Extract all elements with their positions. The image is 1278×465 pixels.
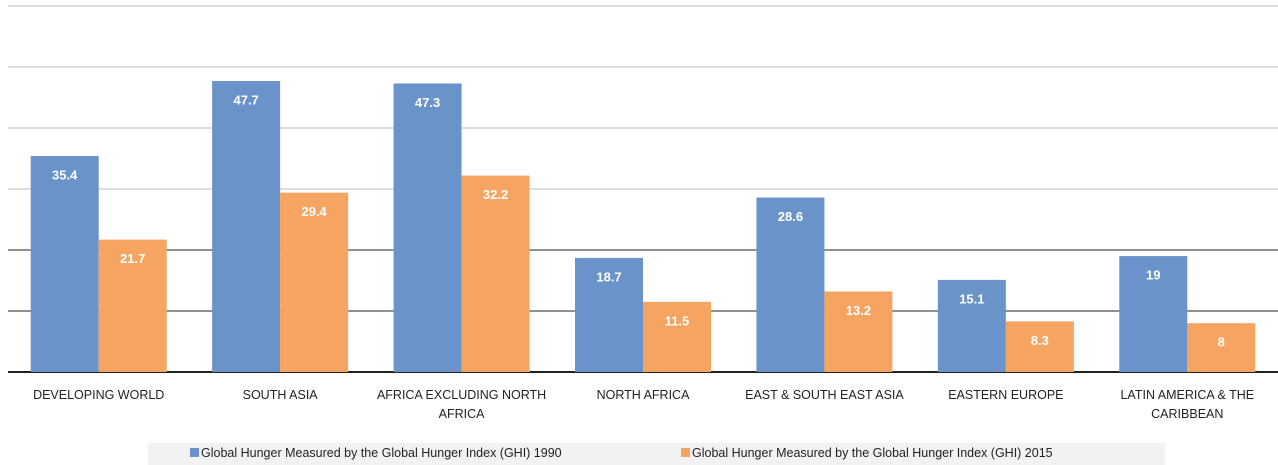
- legend-item: Global Hunger Measured by the Global Hun…: [681, 446, 1053, 460]
- bar: [30, 156, 99, 372]
- bar: [212, 81, 281, 372]
- x-tick-label: SOUTH ASIA: [242, 388, 318, 402]
- bar: [643, 301, 711, 372]
- bar: [280, 192, 349, 372]
- bar: [575, 257, 643, 372]
- legend: Global Hunger Measured by the Global Hun…: [148, 443, 1165, 465]
- value-label: 47.7: [233, 92, 258, 107]
- value-label: 8.3: [1031, 333, 1049, 348]
- legend-item: Global Hunger Measured by the Global Hun…: [190, 446, 562, 460]
- value-label: 11.5: [665, 313, 690, 328]
- bar: [756, 197, 825, 372]
- value-label: 28.6: [778, 209, 803, 224]
- legend-swatch: [190, 448, 199, 457]
- x-tick-label: EAST & SOUTH EAST ASIA: [745, 388, 904, 402]
- x-tick-label: LATIN AMERICA & THE CARIBBEAN: [1120, 388, 1255, 421]
- bar: [824, 291, 893, 372]
- bar: [937, 279, 1006, 372]
- value-label: 18.7: [596, 269, 621, 284]
- x-tick-label: DEVELOPING WORLD: [33, 388, 165, 402]
- bar: [393, 83, 462, 372]
- value-label: 21.7: [120, 251, 145, 266]
- value-label: 15.1: [959, 291, 984, 306]
- bar: [1119, 256, 1188, 372]
- value-label: 8: [1218, 335, 1225, 350]
- x-tick-label: NORTH AFRICA: [596, 388, 690, 402]
- bar: [461, 175, 530, 372]
- legend-label: Global Hunger Measured by the Global Hun…: [692, 446, 1053, 460]
- legend-swatch: [681, 448, 690, 457]
- bar: [1005, 321, 1074, 372]
- value-label: 19: [1146, 268, 1160, 283]
- x-tick-label: AFRICA EXCLUDING NORTH AFRICA: [376, 388, 547, 421]
- bar: [1187, 323, 1256, 372]
- value-label: 32.2: [483, 187, 508, 202]
- bar: [98, 239, 167, 372]
- legend-label: Global Hunger Measured by the Global Hun…: [201, 446, 562, 460]
- plot-area: 35.4 21.7 47.7 29.4 47.3 32.2 18.7 11.5 28.6 13.2…: [8, 5, 1278, 373]
- value-label: 13.2: [846, 303, 871, 318]
- value-label: 47.3: [415, 95, 440, 110]
- value-label: 35.4: [52, 167, 78, 182]
- x-tick-label: EASTERN EUROPE: [948, 388, 1064, 402]
- value-label: 29.4: [301, 204, 327, 219]
